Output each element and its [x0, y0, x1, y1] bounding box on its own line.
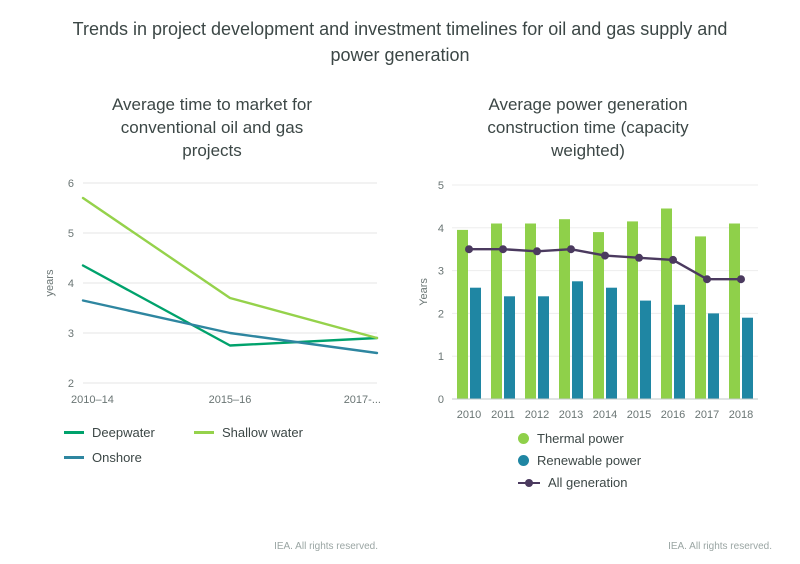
svg-text:2: 2	[68, 378, 74, 390]
thermal-power-swatch-icon	[518, 433, 529, 444]
chart-panel-oil-gas: Average time to market for conventional …	[24, 94, 400, 552]
svg-text:2015–16: 2015–16	[209, 394, 252, 406]
all-generation-swatch-icon	[518, 477, 540, 488]
legend-label-deepwater: Deepwater	[92, 425, 155, 440]
copyright-text-right: IEA. All rights reserved.	[668, 541, 772, 552]
oil-gas-chart-wrap: 2 3 4 5 6 2010–14 2015–16 2017-... years	[24, 173, 400, 411]
legend-item-deepwater: Deepwater	[64, 425, 194, 440]
svg-text:3: 3	[68, 328, 74, 340]
svg-text:4: 4	[68, 278, 74, 290]
svg-text:Years: Years	[418, 278, 430, 306]
oil-gas-legend: Deepwater Shallow water Onshore	[24, 425, 400, 465]
svg-text:6: 6	[68, 178, 74, 190]
legend-label-all-generation: All generation	[548, 475, 628, 490]
svg-text:2010: 2010	[457, 409, 481, 421]
legend-label-shallow-water: Shallow water	[222, 425, 303, 440]
page-title: Trends in project development and invest…	[72, 19, 728, 66]
legend-label-onshore: Onshore	[92, 450, 142, 465]
svg-text:2012: 2012	[525, 409, 549, 421]
legend-item-all-generation: All generation	[518, 475, 776, 490]
oil-gas-chart-title: Average time to market for conventional …	[112, 95, 312, 161]
power-chart-title: Average power generation construction ti…	[487, 95, 689, 161]
legend-label-renewable-power: Renewable power	[537, 453, 642, 468]
svg-text:2013: 2013	[559, 409, 583, 421]
svg-text:2010–14: 2010–14	[71, 394, 114, 406]
svg-text:2018: 2018	[729, 409, 753, 421]
power-legend: Thermal power Renewable power All genera…	[400, 431, 776, 490]
svg-text:0: 0	[438, 394, 444, 406]
renewable-power-swatch-icon	[518, 455, 529, 466]
chart-panel-power-generation: Average power generation construction ti…	[400, 94, 776, 552]
legend-label-thermal-power: Thermal power	[537, 431, 624, 446]
shallow-water-swatch-icon	[194, 431, 214, 434]
svg-text:5: 5	[438, 180, 444, 192]
svg-text:2: 2	[438, 308, 444, 320]
svg-text:2017: 2017	[695, 409, 719, 421]
charts-row: Average time to market for conventional …	[24, 94, 776, 552]
deepwater-swatch-icon	[64, 431, 84, 434]
copyright-text-left: IEA. All rights reserved.	[274, 541, 378, 552]
svg-text:2017-...: 2017-...	[344, 394, 381, 406]
svg-text:3: 3	[438, 266, 444, 278]
legend-item-renewable-power: Renewable power	[518, 453, 776, 468]
legend-item-onshore: Onshore	[64, 450, 194, 465]
legend-item-shallow-water: Shallow water	[194, 425, 344, 440]
svg-text:1: 1	[438, 351, 444, 363]
legend-item-thermal-power: Thermal power	[518, 431, 776, 446]
svg-text:2015: 2015	[627, 409, 651, 421]
svg-text:years: years	[44, 269, 56, 296]
svg-text:2016: 2016	[661, 409, 685, 421]
svg-text:4: 4	[438, 223, 444, 235]
svg-text:2011: 2011	[491, 409, 515, 421]
power-bar-chart: 0 1 2 3 4 5 2010 2011 2012 2013 2014 2015 2016 2017 20…	[418, 180, 758, 421]
svg-text:2014: 2014	[593, 409, 617, 421]
power-chart-wrap: 0 1 2 3 4 5 2010 2011 2012 2013 2014 2015 2016 2017 20…	[400, 173, 776, 425]
onshore-swatch-icon	[64, 456, 84, 459]
oil-gas-line-chart: 2 3 4 5 6 2010–14 2015–16 2017-... years	[44, 178, 381, 406]
svg-text:5: 5	[68, 228, 74, 240]
